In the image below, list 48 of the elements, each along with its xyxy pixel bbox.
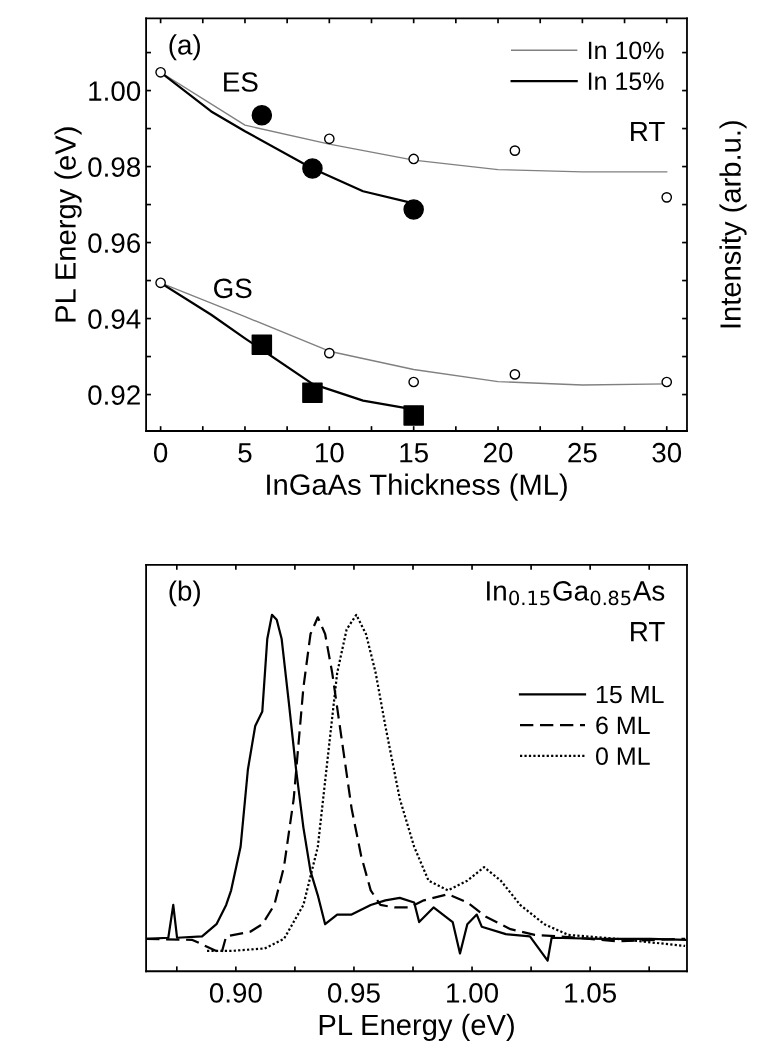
legend-label: 0 ML: [595, 747, 650, 765]
y-tick-label: 0.92: [88, 385, 140, 405]
point: [155, 277, 166, 289]
x-tick-label: 20: [483, 442, 513, 463]
point: [408, 376, 420, 388]
y2-axis-title: Intensity (arb.u.): [719, 121, 747, 328]
x-tick-label: 1.05: [565, 983, 617, 1003]
point: [661, 191, 673, 203]
x-tick-label: 10: [315, 442, 344, 463]
y-tick-label: 0.96: [88, 233, 141, 253]
text: In$_{0.15}$Ga$_{0.85}$As: [487, 581, 665, 606]
annotation: RT: [631, 121, 665, 142]
x-axis-title: PL Energy (eV): [319, 1013, 514, 1041]
x-tick-label: 15: [400, 443, 428, 463]
point: [509, 369, 521, 380]
legend-label: In 10%: [588, 41, 664, 60]
point: [323, 347, 335, 359]
annotation: (a): [169, 34, 200, 61]
x-tick-label: 1.00: [447, 983, 498, 1003]
point: [302, 382, 323, 403]
text: (b): [169, 580, 200, 607]
point: [323, 133, 335, 145]
x-tick-label: 25: [568, 442, 597, 463]
point: [403, 405, 424, 426]
point: [661, 376, 673, 388]
point: [251, 334, 273, 356]
y-tick-label: 0.94: [88, 309, 141, 329]
x-tick-label: 0.90: [209, 983, 262, 1003]
annotation: GS: [214, 278, 252, 299]
annotation: ES: [224, 72, 258, 92]
legend-label: 6 ML: [596, 716, 650, 735]
y-axis-title: PL Energy (eV): [54, 127, 82, 322]
legend-label: In 15%: [588, 72, 664, 91]
y-tick-label: 0.98: [88, 157, 141, 177]
x-tick-label: 30: [652, 442, 682, 463]
x-axis-title: InGaAs Thickness (ML): [267, 473, 567, 501]
x-tick-label: 5: [238, 443, 252, 463]
point: [509, 145, 521, 156]
x-tick-label: 0: [153, 442, 168, 463]
point: [302, 158, 323, 179]
x-tick-label: 0.95: [328, 983, 380, 1003]
point: [408, 153, 420, 165]
y-tick-label: 1.00: [89, 81, 141, 101]
point: [155, 66, 166, 78]
legend-label: 15 ML: [596, 685, 664, 704]
point: [251, 105, 273, 126]
annotation: RT: [631, 622, 665, 642]
point: [403, 199, 424, 220]
